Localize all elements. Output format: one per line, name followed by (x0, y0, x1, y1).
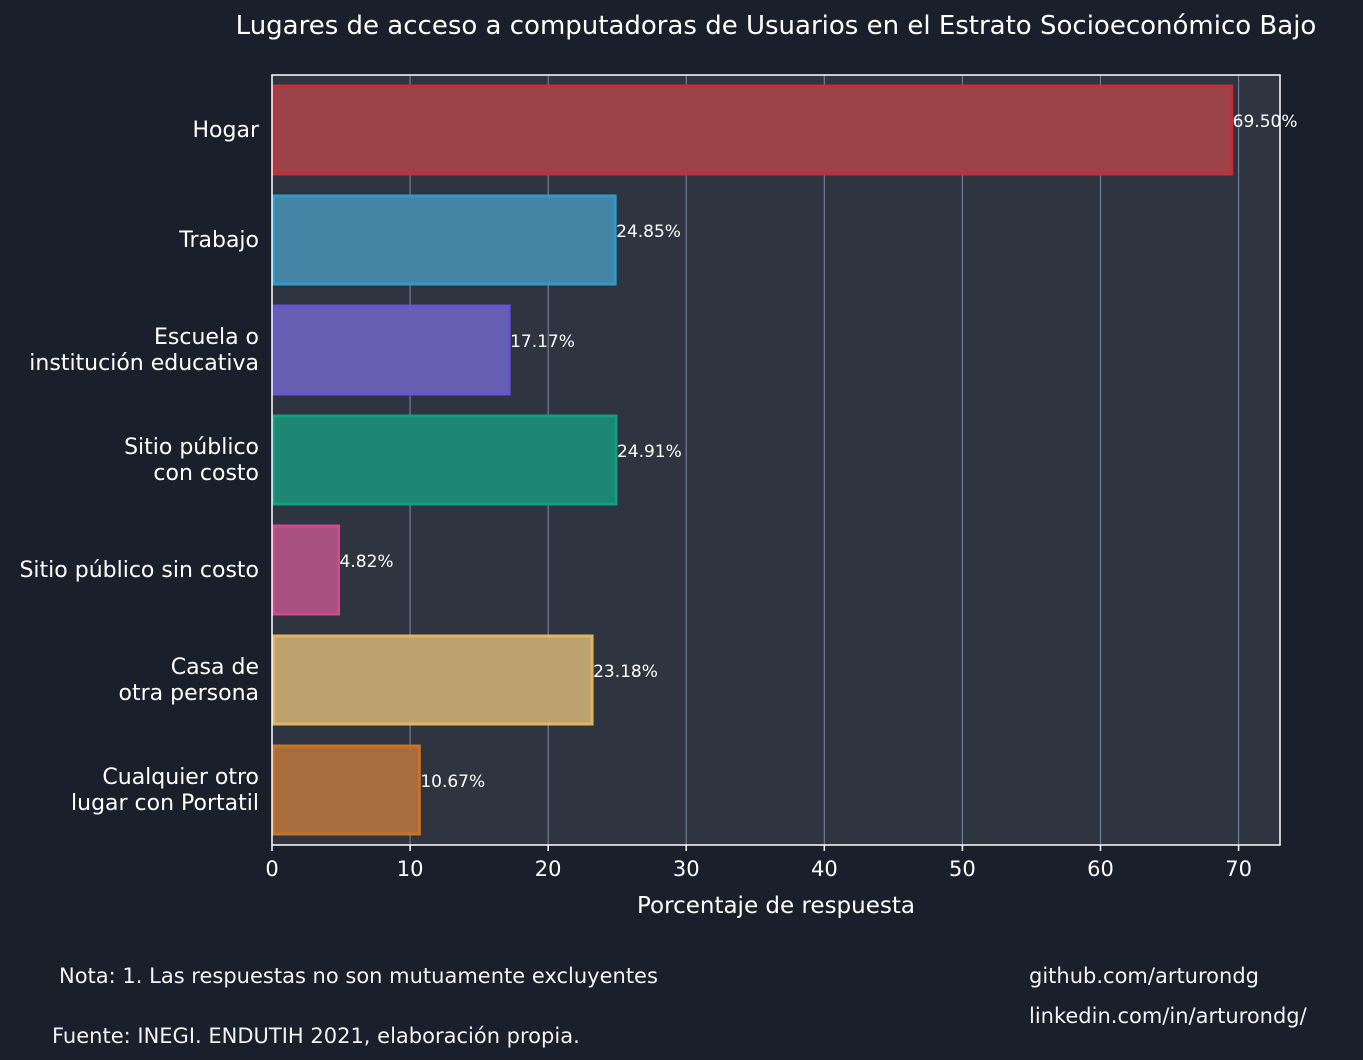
x-axis-label: Porcentaje de respuesta (637, 893, 915, 919)
y-axis-category-labels: Hogar Trabajo Escuela o institución educati… (19, 118, 259, 816)
bar (272, 84, 1234, 176)
github-link[interactable]: github.com/arturondg (1029, 964, 1259, 988)
bar (272, 194, 617, 286)
y-category-label-line: otra persona (119, 681, 260, 706)
bar-value-label: 24.85% (616, 222, 681, 242)
bar-value-label: 4.82% (340, 552, 394, 572)
bar (272, 414, 618, 506)
bar-value-label: 17.17% (510, 332, 575, 352)
bar-value-label: 10.67% (420, 772, 485, 792)
y-category-label-line: lugar con Portatil (71, 791, 259, 816)
y-category-label: Hogar (193, 118, 260, 143)
footnote-nota: Nota: 1. Las respuestas no son mutuament… (59, 964, 658, 988)
y-category-label-line: Escuela o (154, 325, 259, 350)
y-category-label: Casa de otra persona (119, 655, 260, 706)
bars: 69.50% 24.85% 17.17% 24.91% 4.82% 23.18% 10.67… (272, 84, 1298, 836)
x-tick-label: 50 (949, 857, 976, 881)
y-category-label-line: con costo (153, 461, 259, 486)
x-axis-ticks: 0 10 20 30 40 50 60 70 (265, 845, 1252, 881)
y-category-label: Sitio público con costo (124, 435, 259, 486)
bar (272, 634, 594, 726)
footnote-fuente: Fuente: INEGI. ENDUTIH 2021, elaboración… (52, 1024, 580, 1048)
y-category-label-line: Sitio público (124, 435, 259, 460)
x-tick-label: 0 (265, 857, 278, 881)
y-category-label: Escuela o institución educativa (29, 325, 259, 376)
y-category-label-line: Sitio público sin costo (19, 558, 259, 583)
bar (272, 304, 511, 396)
bar (272, 744, 421, 836)
bar (272, 524, 341, 616)
linkedin-link[interactable]: linkedin.com/in/arturondg/ (1029, 1004, 1307, 1028)
bar-value-label: 23.18% (593, 662, 658, 682)
y-category-label-line: Cualquier otro (102, 765, 259, 790)
y-category-label-line: Trabajo (178, 228, 259, 253)
x-tick-label: 10 (397, 857, 424, 881)
x-tick-label: 70 (1225, 857, 1252, 881)
x-tick-label: 30 (673, 857, 700, 881)
y-category-label-line: Casa de (171, 655, 259, 680)
chart-title: Lugares de acceso a computadoras de Usua… (236, 11, 1317, 41)
bar-value-label: 69.50% (1233, 112, 1298, 132)
x-tick-label: 20 (535, 857, 562, 881)
plot-frame (271, 74, 1281, 846)
y-category-label: Sitio público sin costo (19, 558, 259, 583)
x-tick-label: 60 (1087, 857, 1114, 881)
x-tick-label: 40 (811, 857, 838, 881)
y-category-label-line: Hogar (193, 118, 260, 143)
y-category-label: Cualquier otro lugar con Portatil (71, 765, 259, 816)
bar-value-label: 24.91% (617, 442, 682, 462)
y-category-label-line: institución educativa (29, 351, 259, 376)
y-category-label: Trabajo (178, 228, 259, 253)
